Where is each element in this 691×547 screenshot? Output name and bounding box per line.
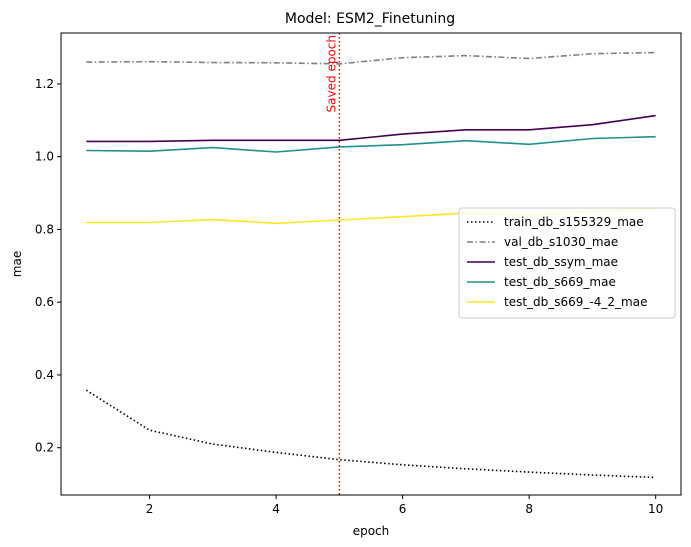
y-tick-label: 0.4: [35, 368, 54, 382]
legend-entry-label: train_db_s155329_mae: [504, 215, 644, 229]
y-tick-label: 0.8: [35, 222, 54, 236]
y-axis-label: mae: [10, 251, 24, 277]
saved-epoch-label: Saved epoch: [324, 35, 338, 112]
legend: train_db_s155329_mae val_db_s1030_maetest…: [458, 207, 676, 319]
axis-ticks: 2 4 6 8 10 0.2 0.4 0.6 0.8 1.0 1.2: [35, 77, 663, 516]
plot-area: Saved epoch: [85, 33, 656, 495]
series-line-train_db_s155329_mae: [85, 389, 656, 479]
y-tick-label: 1.0: [35, 150, 54, 164]
y-tick-label: 0.2: [35, 441, 54, 455]
x-axis-label: epoch: [353, 524, 390, 538]
x-tick-label: 2: [146, 502, 154, 516]
x-tick-label: 6: [399, 502, 407, 516]
legend-entry-label: test_db_s669_mae: [504, 275, 616, 289]
series-line-val_db_s1030_mae: [86, 51, 656, 65]
y-tick-label: 0.6: [35, 295, 54, 309]
series-line-test_db_s669_mae: [86, 135, 656, 153]
x-tick-label: 8: [525, 502, 533, 516]
y-tick-label: 1.2: [35, 77, 54, 91]
chart-title: Model: ESM2_Finetuning: [285, 11, 455, 27]
x-tick-label: 10: [648, 502, 663, 516]
x-tick-label: 4: [272, 502, 280, 516]
legend-box: [458, 207, 676, 319]
series-line-test_db_ssym_mae: [86, 114, 656, 143]
legend-entry-label: test_db_s669_-4_2_mae: [504, 295, 647, 309]
axes-frame: [60, 32, 682, 496]
legend-entry-label: val_db_s1030_mae: [504, 235, 618, 249]
legend-entry-label: test_db_ssym_mae: [504, 255, 618, 269]
